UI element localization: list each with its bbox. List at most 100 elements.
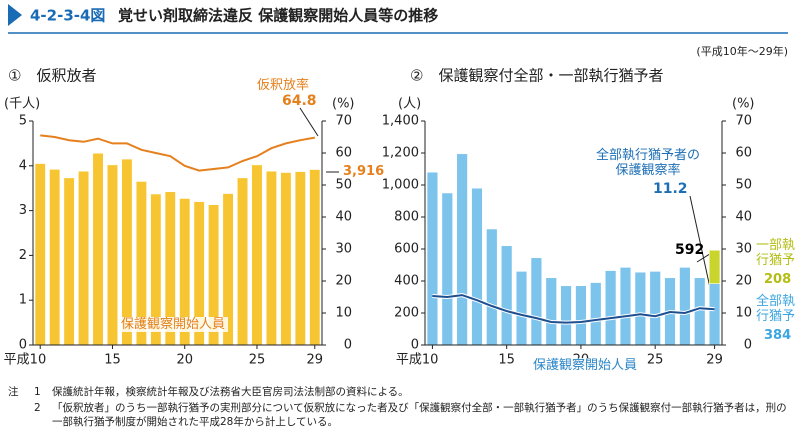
bar	[280, 172, 292, 346]
bar	[634, 271, 646, 346]
bar	[486, 228, 498, 346]
y-tick-label: 1,400	[382, 114, 419, 129]
y2-tick-label: 20	[335, 274, 352, 289]
header-marker	[8, 4, 22, 26]
y2-tick-label: 10	[335, 306, 352, 321]
bar-label: 保護観察開始人員	[118, 317, 229, 332]
x-tick-label: 平成10	[396, 353, 439, 368]
line	[432, 294, 715, 324]
y2-tick-label: 40	[335, 210, 352, 225]
bar	[471, 187, 483, 346]
line-value-label: 64.8	[282, 93, 317, 109]
y-tick-label: 3	[19, 203, 27, 218]
note-no: 2	[34, 402, 41, 414]
bar	[605, 270, 617, 346]
x-tick-label: 29	[307, 353, 324, 368]
bar	[649, 271, 661, 346]
y-tick-label: 400	[394, 274, 419, 289]
y2-tick-label: 40	[735, 210, 752, 225]
y2-tick-label: 0	[744, 338, 752, 353]
bar	[251, 164, 263, 346]
y2-tick-label: 10	[735, 306, 752, 321]
bar	[708, 250, 721, 284]
bar	[560, 285, 572, 346]
bar	[78, 170, 90, 346]
bar-label: 保護観察開始人員	[530, 358, 641, 373]
bar	[441, 192, 453, 346]
note-lead: 注	[8, 386, 19, 398]
x-tick-label: 20	[176, 353, 193, 368]
y2-axis-label: (%)	[732, 97, 755, 112]
note-no: 1	[34, 386, 41, 398]
chart-title: ② 保護観察付全部・一部執行猶予者	[410, 67, 663, 85]
x-tick-label: 15	[104, 353, 121, 368]
y2-tick-label: 0	[344, 338, 352, 353]
bar	[515, 271, 528, 346]
y-tick-label: 4	[19, 158, 27, 173]
arrow	[299, 107, 319, 137]
y2-tick-label: 70	[735, 114, 752, 129]
bar	[456, 153, 468, 346]
note: 「仮釈放者」のうち一部執行猶予の実刑部分について仮釈放になった者及び「保護観察付…	[52, 402, 787, 428]
bar	[501, 245, 513, 346]
period: (平成10年～29年)	[696, 44, 788, 58]
line	[40, 134, 315, 172]
bar	[34, 163, 46, 346]
y-tick-label: 1,200	[382, 146, 419, 161]
bar	[294, 171, 306, 346]
y2-axis-label: (%)	[332, 97, 355, 112]
y-tick-label: 1	[19, 293, 27, 308]
segment-value: 384	[764, 328, 792, 343]
line-label: 全部執行猶予者の保護観察率	[595, 148, 700, 178]
y-tick-label: 200	[394, 306, 419, 321]
y2-tick-label: 30	[735, 242, 752, 257]
bar	[619, 267, 632, 346]
y-tick-label: 0	[19, 338, 27, 353]
y-tick-label: 1,000	[382, 178, 419, 193]
y2-tick-label: 50	[735, 178, 752, 193]
y2-tick-label: 30	[335, 242, 352, 257]
bar	[107, 164, 118, 346]
x-tick-label: 29	[706, 353, 723, 368]
bar	[49, 169, 61, 346]
bar-value-label: 3,916	[343, 164, 385, 179]
y-tick-label: 5	[19, 114, 27, 129]
x-tick-label: 25	[249, 353, 266, 368]
bar	[679, 267, 691, 346]
y-axis-label: (千人)	[4, 97, 40, 112]
bar	[708, 283, 721, 346]
note: 保護統計年報，検察統計年報及び法務省大臣官房司法法制部の資料による。	[52, 386, 409, 398]
y2-tick-label: 70	[335, 114, 352, 129]
page-title: 覚せい剤取締法違反 保護観察開始人員等の推移	[118, 7, 438, 25]
segment-value: 208	[764, 272, 792, 287]
segment-label: 全部執行猶予	[756, 294, 796, 324]
bar	[309, 169, 321, 346]
segment-label: 一部執行猶予	[756, 238, 796, 268]
line-value-label: 11.2	[653, 181, 688, 197]
bar	[575, 285, 587, 346]
bar	[63, 177, 75, 346]
bar	[237, 177, 248, 346]
chart-title: ① 仮釈放者	[8, 67, 96, 85]
bar	[530, 257, 542, 346]
x-tick-label: 15	[498, 353, 515, 368]
bar	[265, 170, 277, 346]
line-label: 仮釈放率	[257, 78, 310, 93]
y-tick-label: 800	[394, 210, 419, 225]
bar	[545, 277, 557, 346]
figure-no: 4-2-3-4図	[30, 7, 105, 25]
total-label: 592	[675, 242, 705, 258]
bar	[92, 153, 104, 346]
y-axis-label: (人)	[398, 97, 421, 112]
y2-tick-label: 20	[735, 274, 752, 289]
y-tick-label: 0	[411, 338, 419, 353]
y2-tick-label: 60	[735, 146, 752, 161]
y-tick-label: 2	[19, 248, 27, 263]
x-tick-label: 25	[647, 353, 664, 368]
y2-tick-label: 50	[335, 178, 352, 193]
x-tick-label: 平成10	[4, 353, 47, 368]
y-tick-label: 600	[394, 242, 419, 257]
bar	[590, 282, 602, 346]
